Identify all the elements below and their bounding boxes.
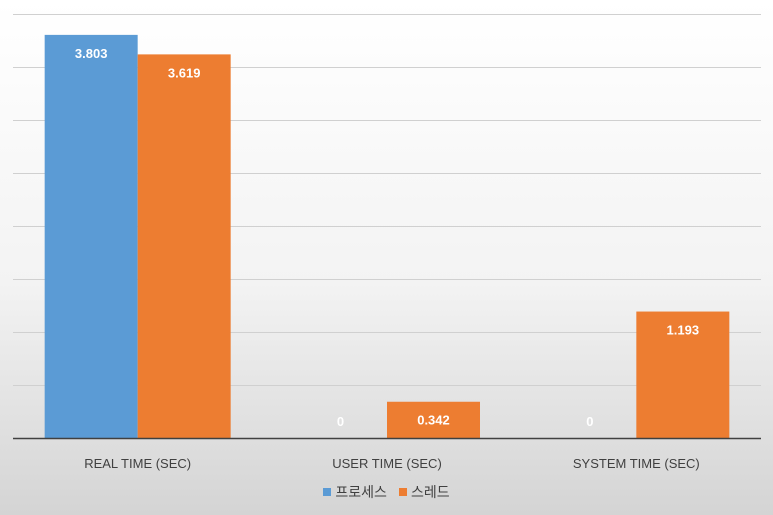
x-tick-label-0: REAL TIME (SEC): [84, 456, 191, 471]
legend-swatch-thread: [398, 488, 407, 496]
data-label-s1-c0: 3.619: [168, 65, 201, 80]
data-label-s0-c2: 0: [586, 414, 593, 429]
legend-item-process: 프로세스: [323, 482, 387, 502]
x-tick-label-2: SYSTEM TIME (SEC): [573, 456, 700, 471]
bar-s1-c2: [636, 311, 730, 438]
x-tick-labels: REAL TIME (SEC) USER TIME (SEC) SYSTEM TIM…: [84, 456, 700, 471]
data-label-s1-c1: 0.342: [417, 413, 450, 428]
bars: [44, 34, 730, 439]
data-labels: 3.803 3.619 0 0.342 0 1.193: [75, 46, 699, 429]
legend-swatch-process: [323, 488, 332, 496]
x-tick-label-1: USER TIME (SEC): [332, 456, 442, 471]
bar-s1-c1: [387, 401, 480, 438]
legend-item-thread: 스레드: [398, 482, 450, 502]
bar-s1-c0: [137, 54, 231, 439]
legend: 프로세스 스레드: [0, 482, 773, 502]
data-label-s0-c1: 0: [337, 414, 344, 429]
legend-label-thread: 스레드: [410, 485, 450, 501]
data-label-s0-c0: 3.803: [75, 46, 108, 61]
legend-label-process: 프로세스: [335, 485, 387, 501]
data-label-s1-c2: 1.193: [667, 323, 700, 338]
bar-s0-c0: [44, 34, 138, 439]
